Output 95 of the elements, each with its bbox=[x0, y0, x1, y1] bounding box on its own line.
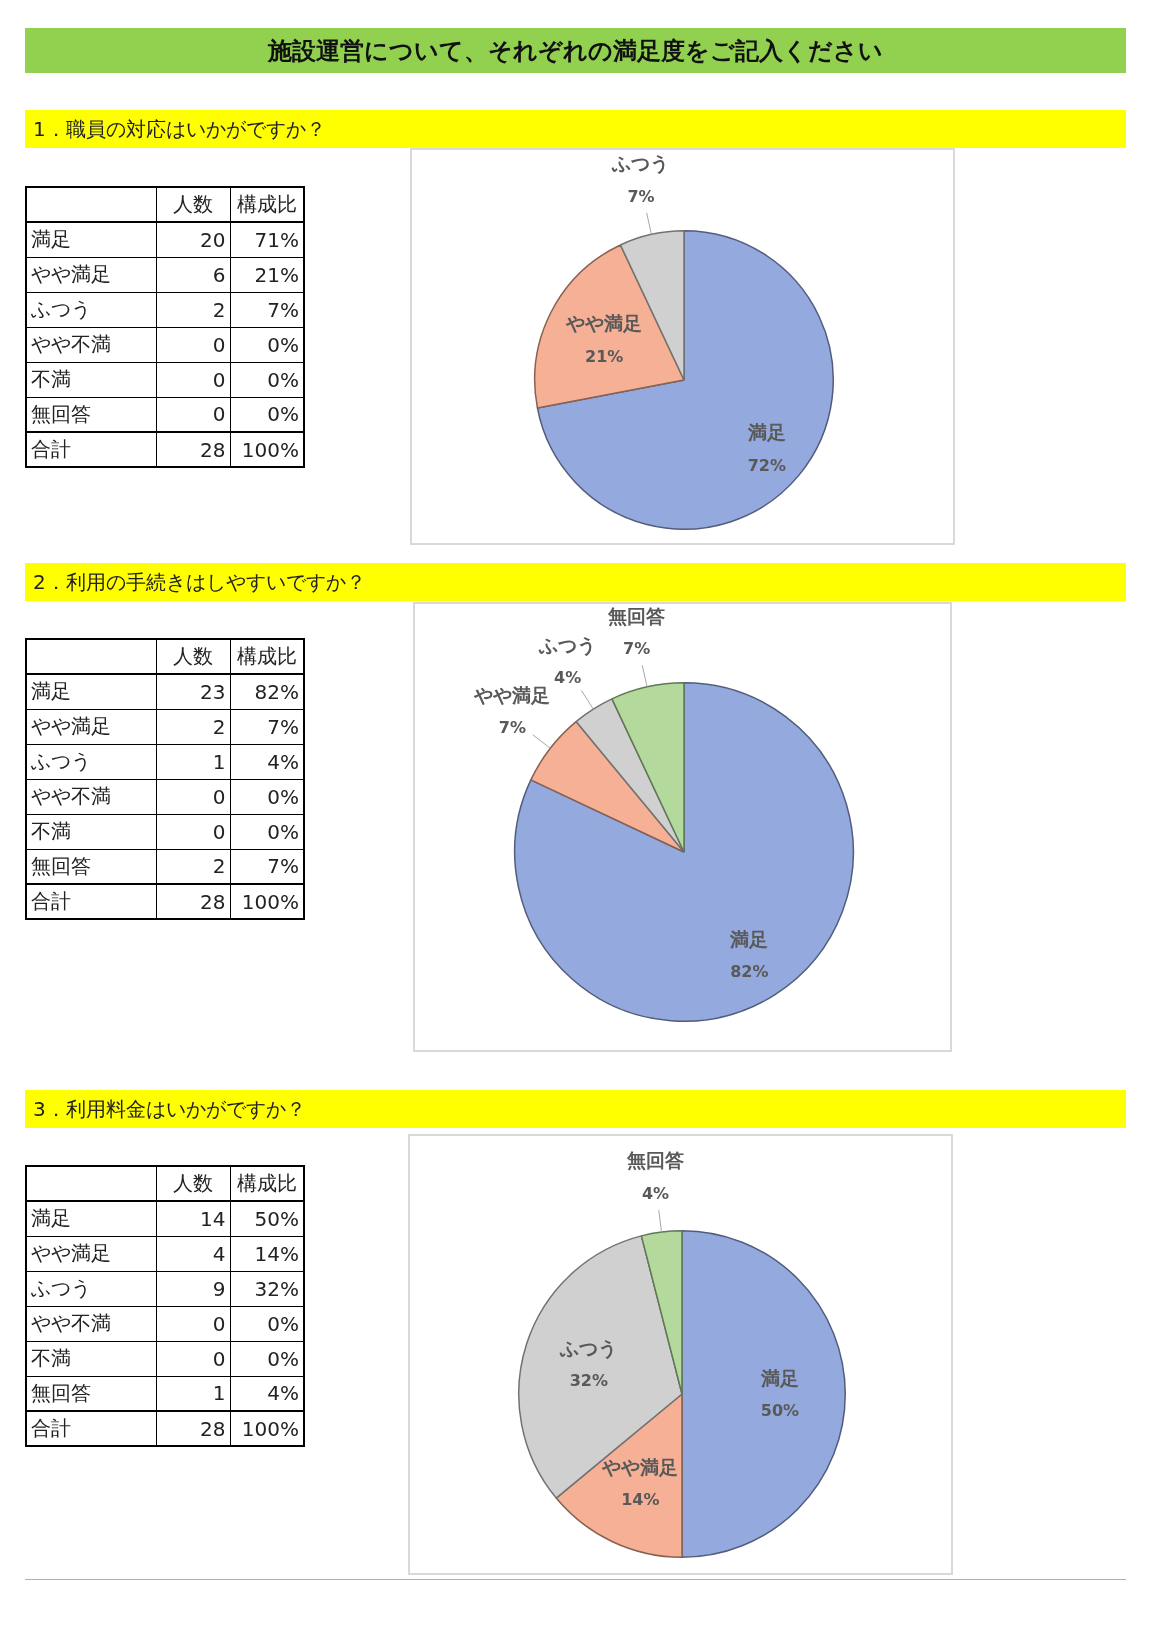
slice-label: 無回答 bbox=[626, 1149, 685, 1172]
category-label: ふつう bbox=[31, 297, 91, 321]
text: 2 bbox=[156, 709, 230, 744]
legend-label: やや不満 bbox=[26, 1306, 156, 1341]
text: 人数 bbox=[156, 639, 230, 674]
category-label: 無回答 bbox=[31, 401, 91, 426]
text: 2 bbox=[156, 849, 230, 884]
category-label: やや満足 bbox=[31, 714, 111, 738]
text: 1 bbox=[156, 1376, 230, 1411]
text: 14 bbox=[156, 1201, 230, 1236]
text: 28 bbox=[156, 1411, 230, 1446]
text: 82% bbox=[230, 674, 304, 709]
data-label: 7% bbox=[627, 186, 655, 206]
category-label: やや満足 bbox=[31, 262, 111, 286]
category-label: 不満 bbox=[31, 367, 71, 391]
category-label: ふつう bbox=[31, 1276, 91, 1300]
text: 7% bbox=[230, 709, 304, 744]
data-label: 7% bbox=[623, 639, 651, 659]
data-label: 82% bbox=[730, 962, 769, 982]
text: 71% bbox=[230, 222, 304, 257]
text: 構成比 bbox=[230, 1166, 304, 1201]
text: 0% bbox=[230, 1306, 304, 1341]
data-label: 4% bbox=[554, 667, 582, 687]
category-label: 満足 bbox=[31, 1206, 71, 1231]
slice-label: 無回答 bbox=[607, 604, 666, 627]
slice-label: ふつう bbox=[538, 633, 597, 657]
data-label: 32% bbox=[569, 1370, 608, 1390]
data-label: 14% bbox=[621, 1489, 660, 1509]
text: 100% bbox=[230, 432, 304, 467]
text: 0% bbox=[230, 327, 304, 362]
category-label: 無回答 bbox=[31, 1380, 91, 1405]
text: 0 bbox=[156, 362, 230, 397]
slice-label: やや満足 bbox=[565, 312, 643, 335]
text: 0% bbox=[230, 1341, 304, 1376]
text: 9 bbox=[156, 1271, 230, 1306]
text: 0 bbox=[156, 327, 230, 362]
legend-label: やや不満 bbox=[26, 779, 156, 814]
text: 0 bbox=[156, 814, 230, 849]
text: 28 bbox=[156, 432, 230, 467]
text: 0% bbox=[230, 779, 304, 814]
slice-label: 満足 bbox=[746, 421, 786, 444]
text: 合計 bbox=[26, 884, 156, 919]
chart-title: 3．利用料金はいかがですか？ bbox=[25, 1090, 1126, 1128]
chart-title: 1．職員の対応はいかがですか？ bbox=[25, 110, 1126, 148]
category-label: 無回答 bbox=[31, 853, 91, 878]
text: 21% bbox=[230, 257, 304, 292]
text: 23 bbox=[156, 674, 230, 709]
text: 7% bbox=[230, 849, 304, 884]
chart-title: 2．利用の手続きはしやすいですか？ bbox=[25, 563, 1126, 601]
text: 4% bbox=[230, 744, 304, 779]
slice-label: ふつう bbox=[559, 1336, 618, 1360]
text: 合計 bbox=[26, 1411, 156, 1446]
text: 構成比 bbox=[230, 639, 304, 674]
text: 4% bbox=[230, 1376, 304, 1411]
slice-label: ふつう bbox=[611, 152, 670, 176]
text: 施設運営について、それぞれの満足度をご記入ください bbox=[25, 28, 1126, 73]
category-label: やや満足 bbox=[31, 1241, 111, 1265]
text: 6 bbox=[156, 257, 230, 292]
slice-label: やや満足 bbox=[601, 1455, 679, 1478]
text: 50% bbox=[230, 1201, 304, 1236]
text: 0 bbox=[156, 397, 230, 432]
text: 0% bbox=[230, 814, 304, 849]
category-label: 満足 bbox=[31, 227, 71, 252]
text: 構成比 bbox=[230, 187, 304, 222]
data-label: 50% bbox=[760, 1401, 800, 1421]
text: 0% bbox=[230, 362, 304, 397]
data-label: 72% bbox=[747, 455, 786, 475]
data-label: 7% bbox=[498, 718, 526, 737]
category-label: 不満 bbox=[31, 819, 71, 843]
text: 14% bbox=[230, 1236, 304, 1271]
text: 100% bbox=[230, 884, 304, 919]
category-label: 不満 bbox=[31, 1346, 71, 1370]
text: 人数 bbox=[156, 1166, 230, 1201]
slice-label: 満足 bbox=[729, 927, 769, 950]
slice-label: やや満足 bbox=[473, 683, 551, 706]
text: 0 bbox=[156, 1306, 230, 1341]
slice-label: 満足 bbox=[759, 1366, 799, 1389]
text: 28 bbox=[156, 884, 230, 919]
text: 1 bbox=[156, 744, 230, 779]
text: 人数 bbox=[156, 187, 230, 222]
category-label: ふつう bbox=[31, 749, 91, 773]
text: 32% bbox=[230, 1271, 304, 1306]
text: 2 bbox=[156, 292, 230, 327]
text: 4 bbox=[156, 1236, 230, 1271]
text: 7% bbox=[230, 292, 304, 327]
text: 20 bbox=[156, 222, 230, 257]
text: 100% bbox=[230, 1411, 304, 1446]
text: 0% bbox=[230, 397, 304, 432]
text: 合計 bbox=[26, 432, 156, 467]
data-label: 21% bbox=[585, 346, 624, 366]
legend-label: やや不満 bbox=[26, 327, 156, 362]
data-label: 4% bbox=[641, 1183, 670, 1203]
text: 0 bbox=[156, 1341, 230, 1376]
category-label: 満足 bbox=[31, 679, 71, 704]
text: 0 bbox=[156, 779, 230, 814]
